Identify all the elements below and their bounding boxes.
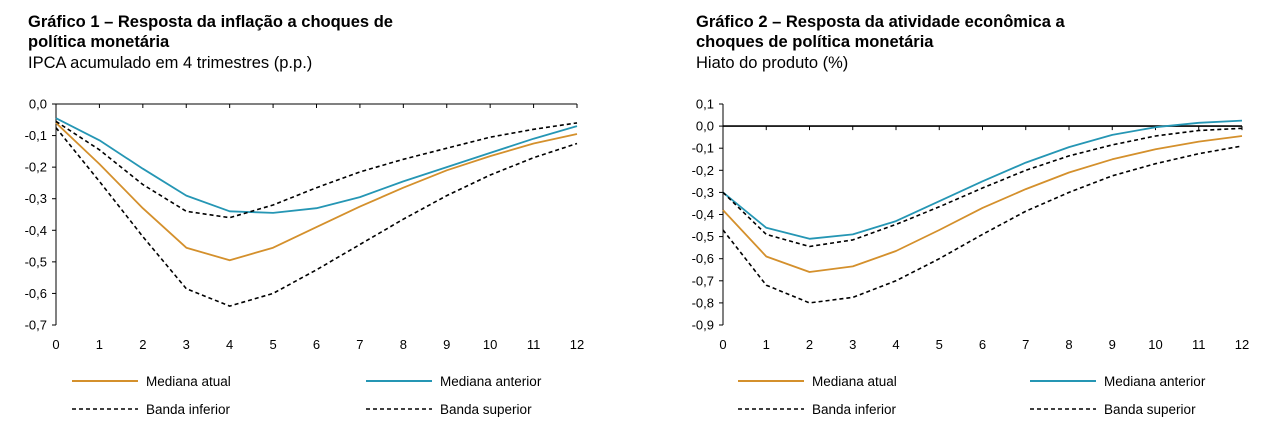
y-tick-label: -0,7: [25, 318, 47, 333]
x-tick-label: 8: [400, 337, 407, 352]
x-tick-label: 0: [52, 337, 59, 352]
series-line-banda-inferior: [722, 145, 1243, 304]
y-tick-label: 0,0: [29, 97, 47, 112]
x-tick-label: 9: [443, 337, 450, 352]
y-tick-label: -0,8: [692, 295, 714, 310]
x-tick-label: 10: [483, 337, 497, 352]
series-line-banda-superior: [722, 127, 1243, 248]
chart-2-title-line-1: Gráfico 2 – Resposta da atividade econôm…: [696, 13, 1065, 31]
chart-2-subtitle: Hiato do produto (%): [696, 54, 849, 72]
series-line-banda-inferior: [55, 127, 578, 307]
x-tick-label: 3: [849, 337, 856, 352]
chart-panel-2: Gráfico 2 – Resposta da atividade econôm…: [634, 0, 1268, 427]
x-tick-label: 4: [892, 337, 899, 352]
x-tick-label: 11: [527, 337, 541, 352]
y-tick-label: -0,1: [25, 128, 47, 143]
y-tick-label: -0,9: [692, 318, 714, 333]
y-tick-label: -0,3: [25, 191, 47, 206]
y-tick-label: -0,3: [692, 185, 714, 200]
legend-label: Banda inferior: [146, 402, 231, 417]
y-tick-label: -0,6: [692, 251, 714, 266]
series-line-banda-superior: [55, 120, 578, 219]
x-tick-label: 11: [1192, 337, 1206, 352]
x-tick-label: 3: [183, 337, 190, 352]
legend-label: Mediana atual: [812, 374, 897, 389]
series-line-mediana-anterior: [722, 119, 1243, 240]
x-tick-label: 8: [1065, 337, 1072, 352]
legend-label: Banda inferior: [812, 402, 897, 417]
y-tick-label: 0,0: [696, 119, 714, 134]
x-tick-label: 5: [936, 337, 943, 352]
chart-2-plot: 0,1 0,0 -0,1 -0,2 -0,3 -0,4 -0,5 -0,6 -0,7 -0,8 -0…: [692, 97, 1250, 418]
x-tick-label: 10: [1148, 337, 1162, 352]
x-tick-label: 7: [356, 337, 363, 352]
chart-panel-1: Gráfico 1 – Resposta da inflação a choqu…: [0, 0, 634, 427]
y-tick-label: 0,1: [696, 97, 714, 112]
x-tick-label: 4: [226, 337, 233, 352]
y-tick-label: -0,5: [692, 229, 714, 244]
y-tick-label: -0,4: [692, 207, 714, 222]
y-tick-label: -0,2: [692, 163, 714, 178]
series-line-mediana-atual: [722, 135, 1243, 273]
x-tick-label: 1: [763, 337, 770, 352]
x-tick-label: 2: [139, 337, 146, 352]
chart-1-plot: 0,0-0,1-0,2-0,3-0,4-0,5-0,6-0,70 1 2 3 4 5 6 7 8…: [25, 97, 585, 418]
x-tick-label: 7: [1022, 337, 1029, 352]
legend-label: Mediana anterior: [1104, 374, 1206, 389]
y-tick-label: -0,7: [692, 273, 714, 288]
y-tick-label: -0,2: [25, 160, 47, 175]
x-tick-label: 1: [96, 337, 103, 352]
y-tick-label: -0,1: [692, 141, 714, 156]
chart-2-title-line-2: choques de política monetária: [696, 33, 934, 51]
legend-label: Mediana anterior: [440, 374, 542, 389]
y-tick-label: -0,6: [25, 286, 47, 301]
x-tick-label: 12: [1235, 337, 1249, 352]
series-line-mediana-anterior: [55, 117, 578, 214]
legend-label: Banda superior: [440, 402, 532, 417]
x-tick-label: 9: [1109, 337, 1116, 352]
y-tick-label: -0,4: [25, 223, 47, 238]
chart-1-title-line-2: política monetária: [28, 33, 170, 51]
series-line-mediana-atual: [55, 122, 578, 262]
x-tick-label: 6: [313, 337, 320, 352]
x-tick-label: 0: [719, 337, 726, 352]
legend-label: Mediana atual: [146, 374, 231, 389]
legend-label: Banda superior: [1104, 402, 1196, 417]
x-tick-label: 5: [269, 337, 276, 352]
y-tick-label: -0,5: [25, 254, 47, 269]
x-tick-label: 6: [979, 337, 986, 352]
chart-1-subtitle: IPCA acumulado em 4 trimestres (p.p.): [28, 54, 313, 72]
chart-1-title-line-1: Gráfico 1 – Resposta da inflação a choqu…: [28, 13, 393, 31]
x-tick-label: 12: [570, 337, 584, 352]
x-tick-label: 2: [806, 337, 813, 352]
